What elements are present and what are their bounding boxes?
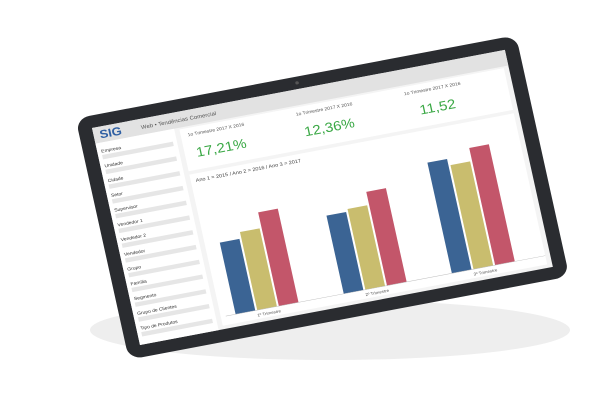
filter-box — [111, 185, 184, 204]
screen: SIG Web • Tendências Comercial Ano 1 = 2… — [92, 49, 553, 346]
bar — [258, 208, 299, 307]
filter-box — [131, 274, 204, 293]
filter-box — [134, 289, 207, 307]
bar — [469, 144, 515, 266]
filter-box — [137, 303, 210, 322]
bar — [219, 238, 256, 315]
filter-label: Vendedor 1 — [117, 218, 144, 228]
category-label: 3º Trimestre — [473, 267, 498, 276]
filter-box — [115, 200, 187, 219]
bar — [347, 205, 386, 290]
filter-box — [124, 244, 197, 263]
bar — [427, 158, 472, 274]
filter-label: Cidade — [107, 176, 124, 185]
filter-box — [118, 215, 191, 234]
filter-box — [128, 259, 200, 278]
top-bar — [92, 49, 509, 144]
filter-box — [105, 156, 178, 175]
bar — [450, 161, 494, 270]
camera — [295, 81, 299, 85]
filter-label: Grupo — [127, 264, 142, 272]
filter-box — [108, 171, 181, 189]
filter-label: Unidade — [104, 160, 124, 169]
kpi-value: 11,52 — [418, 97, 457, 118]
filter-label: Família — [130, 279, 148, 288]
logo: SIG — [98, 124, 123, 141]
bar — [366, 188, 407, 286]
category-label: 2º Trimestre — [365, 288, 390, 297]
filter-box — [121, 230, 194, 248]
filter-box — [141, 318, 213, 337]
filter-label: Empresa — [101, 145, 122, 154]
filter-label: Vendedor 2 — [120, 233, 147, 243]
filter-box — [102, 141, 174, 160]
filter-label: Setor — [111, 191, 124, 199]
baseline — [225, 255, 546, 317]
filter-label: Segmento — [133, 292, 157, 302]
bar — [326, 211, 364, 294]
bar — [239, 228, 277, 311]
tablet: SIG Web • Tendências Comercial Ano 1 = 2… — [77, 37, 567, 358]
filter-label: Supervisor — [114, 204, 139, 214]
kpi-panel — [179, 68, 514, 172]
filter-label: Vendedor — [124, 248, 147, 258]
category-label: 1º Trimestre — [257, 308, 282, 317]
